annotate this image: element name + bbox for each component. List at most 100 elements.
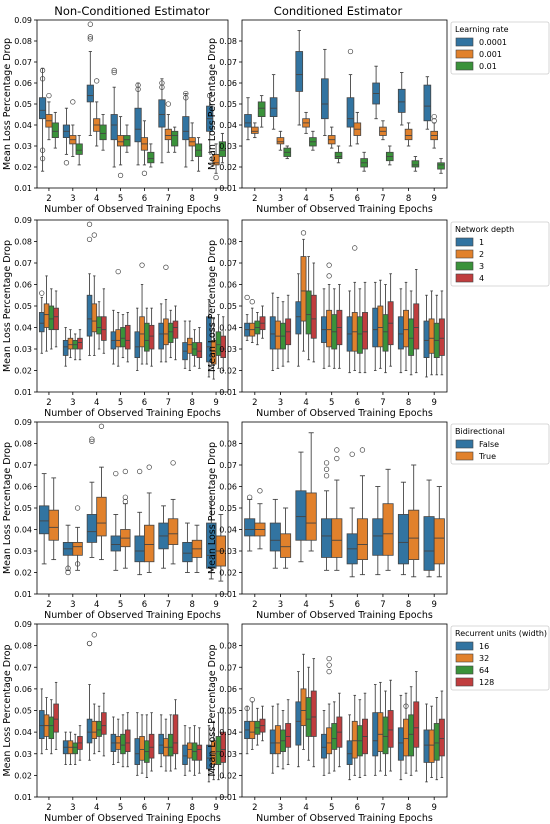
x-tick-label: 7 [166, 398, 171, 408]
outlier-point [244, 705, 250, 711]
box-128-8 [196, 727, 203, 774]
x-tick-label: 9 [431, 194, 436, 204]
outlier-point [334, 455, 340, 462]
box-body [438, 318, 445, 356]
box-body [167, 733, 174, 757]
x-axis-label: Number of Observed Training Epochs [256, 610, 433, 621]
legend-title: Network depth [455, 225, 514, 234]
x-tick-label: 3 [70, 194, 75, 204]
box-0.01-3 [75, 135, 83, 166]
outlier-point [135, 82, 141, 88]
box-body [295, 51, 304, 92]
box-body [91, 303, 98, 333]
panel-3-1: 0.01 0.02 0.03 0.04 0.05 0.06 0.07 0.08 2 3 4 5 6 7 8 9… [207, 623, 550, 824]
box-4-3 [77, 329, 83, 361]
box-body [413, 303, 420, 350]
box-body [346, 97, 355, 128]
box-0.0001-5 [321, 48, 329, 136]
x-tick-label: 9 [213, 803, 218, 813]
legend-label: True [478, 452, 496, 461]
box-16-6 [134, 712, 141, 776]
box-2-4 [91, 232, 98, 356]
box-64-7 [382, 690, 389, 776]
box-4-2 [259, 305, 266, 339]
legend-title: Learning rate [455, 25, 509, 34]
box-body [86, 84, 94, 103]
box-0.001-8 [404, 122, 413, 147]
y-tick-label: 0.03 [219, 750, 237, 759]
y-tick-label: 0.01 [14, 184, 32, 193]
x-tick-label: 6 [355, 194, 360, 204]
x-tick-label: 2 [46, 803, 51, 813]
box-body [351, 720, 358, 759]
axes-frame [36, 19, 229, 189]
box-64-4 [96, 705, 102, 753]
box-body [300, 256, 307, 322]
box-body [158, 99, 166, 128]
box-0.001-5 [116, 116, 125, 179]
y-tick-label: 0.07 [14, 461, 32, 470]
outlier-point [349, 451, 355, 457]
box-body [187, 742, 193, 759]
box-64-7 [167, 714, 174, 772]
box-body [171, 130, 179, 147]
outlier-point [326, 262, 332, 268]
box-2-2 [43, 275, 50, 352]
box-body [372, 307, 379, 348]
box-body [397, 88, 406, 113]
x-tick-label: 5 [329, 803, 334, 813]
legend-frame [450, 221, 550, 287]
outlier-point [113, 470, 119, 477]
box-body [423, 729, 430, 763]
outlier-point [111, 67, 117, 74]
box-0.001-8 [188, 122, 196, 162]
x-tick-label: 4 [94, 600, 99, 610]
box-body [38, 97, 47, 120]
x-tick-label: 6 [142, 398, 147, 408]
box-body [305, 290, 312, 335]
box-body [96, 496, 107, 537]
x-tick-label: 4 [94, 398, 99, 408]
box-0.01-8 [194, 137, 203, 172]
outlier-point [431, 118, 437, 124]
box-64-5 [331, 701, 338, 772]
box-3-3 [280, 301, 286, 367]
y-tick-label: 0.06 [219, 483, 237, 492]
y-tick-label: 0.07 [219, 259, 237, 268]
x-tick-label: 9 [213, 194, 218, 204]
box-body [167, 518, 179, 545]
x-tick-label: 9 [431, 398, 436, 408]
box-128-2 [53, 681, 59, 750]
outlier-point [326, 273, 332, 279]
y-tick-label: 0.09 [14, 216, 32, 225]
x-tick-label: 8 [406, 398, 411, 408]
box-0.0001-6 [346, 48, 355, 147]
legend-swatch [455, 677, 474, 687]
legend-frame [450, 423, 550, 465]
box-0.0001-2 [38, 67, 47, 172]
box-False-6 [134, 468, 145, 576]
box-3-7 [167, 309, 174, 359]
box-body [53, 307, 59, 331]
box-body [423, 516, 435, 571]
box-0.001-4 [93, 78, 101, 147]
x-tick-label: 8 [189, 194, 194, 204]
box-16-7 [158, 714, 164, 768]
box-0.001-7 [164, 101, 172, 153]
box-body [144, 322, 150, 352]
outlier-point [87, 34, 93, 40]
box-body [53, 703, 59, 733]
box-128-7 [387, 679, 394, 772]
box-body [244, 114, 252, 128]
y-tick-label: 0.01 [219, 793, 237, 802]
box-3-8 [408, 290, 415, 376]
box-body [120, 733, 126, 755]
y-tick-label: 0.08 [219, 642, 237, 651]
y-tick-label: 0.04 [219, 526, 237, 535]
legend-label: 0.001 [479, 50, 502, 59]
box-128-3 [77, 725, 83, 761]
x-tick-label: 4 [303, 803, 308, 813]
box-False-4 [295, 451, 307, 563]
box-2-6 [351, 245, 358, 371]
box-True-2 [254, 488, 266, 550]
